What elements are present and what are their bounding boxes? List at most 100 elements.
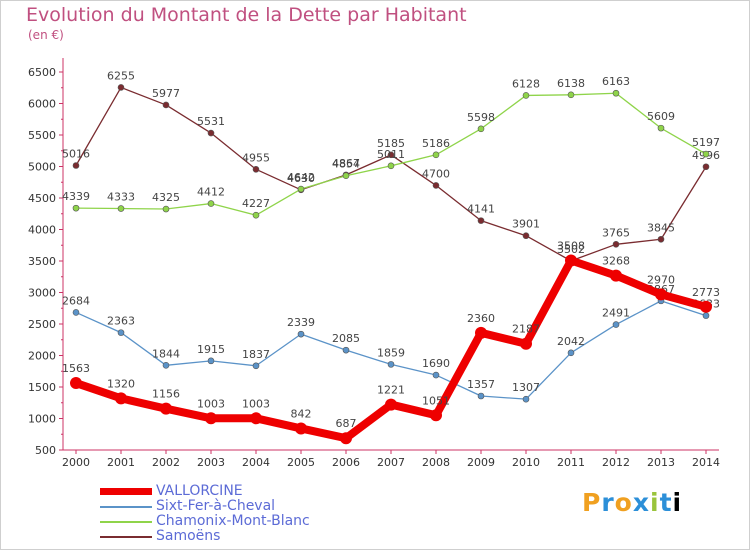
x-tick-label: 2007 — [377, 456, 405, 469]
series-point-1 — [252, 362, 260, 370]
data-label-1: 2684 — [62, 294, 90, 307]
data-label-3: 4867 — [332, 157, 360, 170]
series-point-2 — [477, 125, 485, 133]
x-tick-label: 2013 — [647, 456, 675, 469]
data-label-0: 1003 — [242, 397, 270, 410]
chart-title: Evolution du Montant de la Dette par Hab… — [26, 4, 467, 26]
data-label-0: 3268 — [602, 255, 630, 268]
y-tick-label: 6000 — [28, 98, 56, 111]
y-tick-label: 3000 — [28, 287, 56, 300]
series-point-3 — [477, 217, 485, 224]
series-point-1 — [117, 329, 125, 336]
data-label-3: 4955 — [242, 151, 270, 164]
series-point-3 — [117, 84, 125, 91]
data-label-0: 1221 — [377, 384, 405, 397]
series-point-1 — [297, 330, 305, 338]
data-label-3: 3845 — [647, 221, 675, 234]
data-label-2: 5609 — [647, 110, 675, 123]
legend-swatch — [100, 536, 152, 538]
series-point-1 — [522, 395, 530, 403]
data-label-0: 687 — [336, 417, 357, 430]
data-label-1: 1690 — [422, 357, 450, 370]
data-label-2: 6128 — [512, 77, 540, 90]
data-label-2: 4854 — [332, 158, 360, 171]
x-tick-label: 2003 — [197, 456, 225, 469]
series-point-3 — [162, 101, 170, 109]
data-label-1: 2491 — [602, 307, 630, 320]
x-tick-label: 2014 — [692, 456, 720, 469]
data-label-3: 5531 — [197, 115, 225, 128]
series-point-1 — [387, 361, 395, 368]
data-label-3: 4700 — [422, 167, 450, 180]
legend-swatch — [100, 521, 152, 523]
y-tick-label: 1500 — [28, 381, 56, 394]
series-point-0 — [700, 300, 712, 313]
line-chart: 500 1000 1500 2000 2500 3000 3500 4000 4500 5000 5… — [28, 58, 720, 469]
legend-swatch — [100, 488, 152, 495]
y-tick-label: 5000 — [28, 161, 56, 174]
data-label-1: 2339 — [287, 316, 315, 329]
data-label-2: 6138 — [557, 77, 585, 90]
series-point-2 — [297, 185, 305, 193]
data-label-1: 1357 — [467, 378, 495, 391]
data-label-2: 5186 — [422, 137, 450, 150]
data-label-2: 4339 — [62, 190, 90, 203]
data-label-1: 1307 — [512, 381, 540, 394]
series-point-0 — [520, 337, 532, 350]
series-point-2 — [342, 172, 350, 179]
series-point-0 — [250, 412, 262, 425]
data-label-2: 5197 — [692, 136, 720, 149]
series-point-2 — [72, 204, 80, 212]
series-point-2 — [567, 91, 575, 99]
legend-label: Sixt-Fer-à-Cheval — [156, 498, 276, 514]
data-label-3: 3901 — [512, 218, 540, 231]
legend-label: Samoëns — [156, 528, 221, 544]
series-point-0 — [115, 392, 127, 405]
series-point-0 — [475, 326, 487, 339]
y-tick-label: 4500 — [28, 192, 56, 205]
series-point-2 — [702, 150, 710, 158]
series-point-1 — [207, 357, 215, 365]
data-label-1: 2085 — [332, 332, 360, 345]
series-point-1 — [72, 309, 80, 316]
chart-unit: (en €) — [28, 28, 64, 42]
data-label-3: 3765 — [602, 226, 630, 239]
series-point-0 — [565, 254, 577, 267]
series-point-3 — [72, 162, 80, 169]
series-point-0 — [70, 377, 82, 390]
series-point-1 — [567, 349, 575, 357]
series-point-3 — [522, 232, 530, 240]
series-point-0 — [205, 412, 217, 425]
x-tick-label: 2009 — [467, 456, 495, 469]
series-point-2 — [252, 211, 260, 219]
series-point-1 — [612, 321, 620, 328]
series-point-1 — [477, 392, 485, 400]
series-point-2 — [522, 92, 530, 99]
series-point-2 — [207, 200, 215, 207]
y-tick-label: 2500 — [28, 318, 56, 331]
series-point-3 — [612, 241, 620, 248]
data-label-1: 2042 — [557, 335, 585, 348]
series-point-1 — [342, 346, 350, 354]
series-point-1 — [162, 362, 170, 369]
data-label-0: 1156 — [152, 388, 180, 401]
data-label-0: 3508 — [557, 239, 585, 252]
proxiti-logo: Proxiti — [582, 488, 683, 517]
x-tick-label: 2002 — [152, 456, 180, 469]
x-tick-label: 2006 — [332, 456, 360, 469]
data-label-2: 4325 — [152, 191, 180, 204]
legend-label: Chamonix-Mont-Blanc — [156, 513, 310, 529]
data-label-0: 1320 — [107, 377, 135, 390]
data-label-2: 4642 — [287, 171, 315, 184]
x-tick-label: 2010 — [512, 456, 540, 469]
series-point-3 — [657, 235, 665, 243]
y-tick-label: 4000 — [28, 224, 56, 237]
y-tick-label: 1000 — [28, 413, 56, 426]
data-label-2: 4227 — [242, 197, 270, 210]
x-tick-label: 2005 — [287, 456, 315, 469]
series-point-0 — [385, 398, 397, 411]
data-label-0: 2187 — [512, 323, 540, 336]
data-label-1: 1844 — [152, 347, 180, 360]
x-tick-label: 2012 — [602, 456, 630, 469]
data-label-0: 2773 — [692, 286, 720, 299]
